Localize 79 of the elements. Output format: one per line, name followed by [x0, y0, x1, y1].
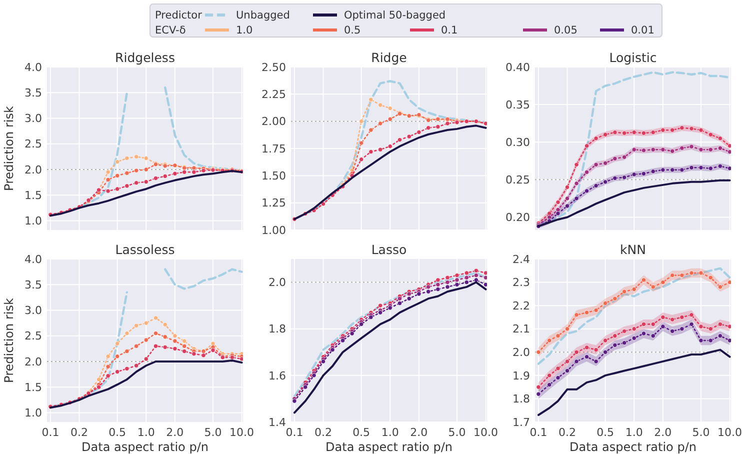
- x-tick-label: 1.0: [625, 426, 643, 439]
- x-tick-label: 0.1: [42, 426, 60, 439]
- y-tick-label: 4.0: [24, 60, 42, 74]
- y-tick-label: 3.5: [24, 278, 42, 292]
- x-tick-label: 5.0: [692, 426, 710, 439]
- y-tick-label: 2.1: [512, 322, 530, 336]
- y-tick-label: 0.25: [506, 174, 530, 187]
- x-tick-label: 0.2: [314, 426, 332, 439]
- x-tick-label: 1.0: [137, 426, 155, 439]
- chart-title: Lasso: [371, 242, 407, 257]
- x-tick-label: 10.0: [718, 426, 742, 439]
- y-tick-label: 1.8: [512, 392, 530, 406]
- y-tick-label: 2.5: [24, 330, 42, 343]
- x-tick-label: 0.2: [558, 426, 576, 439]
- legend-label: 0.01: [631, 24, 654, 37]
- legend-label: 1.0: [236, 24, 253, 37]
- x-tick-label: 0.1: [286, 426, 304, 439]
- x-axis-title: Data aspect ratio p/n: [570, 440, 696, 454]
- x-tick-label: 2.0: [654, 426, 672, 439]
- x-axis-title: Data aspect ratio p/n: [82, 440, 208, 454]
- y-tick-label: 1.7: [512, 416, 530, 429]
- x-tick-label: 1.0: [381, 426, 399, 439]
- y-tick-label: 2.50: [262, 60, 286, 74]
- legend-label: 0.5: [344, 24, 361, 37]
- y-tick-label: 1.00: [262, 224, 286, 237]
- y-tick-label: 0.30: [506, 136, 530, 149]
- x-tick-label: 2.0: [410, 426, 428, 439]
- chart-title: Logistic: [609, 50, 657, 65]
- chart-title: kNN: [620, 242, 646, 257]
- y-tick-label: 1.9: [512, 369, 530, 382]
- y-tick-label: 1.5: [24, 188, 42, 202]
- y-tick-label: 3.0: [24, 304, 42, 318]
- y-tick-label: 2.5: [24, 138, 42, 151]
- y-tick-label: 1.25: [262, 196, 286, 210]
- y-tick-label: 1.75: [262, 142, 286, 156]
- y-tick-label: 0.35: [506, 98, 530, 112]
- legend-label: 0.05: [554, 24, 578, 37]
- chart-title: Ridge: [371, 50, 408, 65]
- y-tick-label: 3.5: [24, 86, 42, 100]
- y-tick-label: 2.0: [268, 276, 286, 290]
- y-tick-label: 1.50: [262, 170, 286, 183]
- y-tick-label: 2.0: [24, 163, 42, 176]
- y-tick-label: 0.40: [506, 60, 530, 74]
- x-tick-label: 5.0: [204, 426, 222, 439]
- x-tick-label: 2.0: [166, 426, 184, 439]
- x-tick-label: 0.5: [108, 426, 126, 439]
- x-tick-label: 0.5: [596, 426, 614, 439]
- y-tick-label: 1.4: [268, 416, 286, 429]
- x-axis-title: Data aspect ratio p/n: [326, 440, 452, 454]
- y-tick-label: 1.6: [268, 369, 286, 382]
- text: ECV-δ: [155, 24, 186, 37]
- y-tick-label: 2.00: [262, 115, 286, 128]
- y-tick-label: 1.0: [24, 214, 42, 228]
- y-tick-label: 0.20: [506, 211, 530, 224]
- legend-label: 0.1: [441, 24, 458, 37]
- y-tick-label: 3.0: [24, 112, 42, 126]
- y-tick-label: 1.0: [24, 406, 42, 420]
- legend-label: Optimal 50-bagged: [344, 10, 446, 22]
- x-tick-label: 0.2: [70, 426, 88, 439]
- chart-title: Ridgeless: [115, 50, 175, 65]
- x-tick-label: 10.0: [474, 426, 498, 439]
- y-tick-label: 2.4: [512, 252, 530, 266]
- y-tick-label: 2.3: [512, 276, 530, 290]
- legend-title: Predictor: [155, 10, 203, 22]
- y-tick-label: 2.25: [262, 88, 286, 102]
- chart-title: Lassoless: [115, 242, 175, 257]
- x-tick-label: 0.5: [352, 426, 370, 439]
- x-tick-label: 0.1: [530, 426, 548, 439]
- x-tick-label: 5.0: [448, 426, 466, 439]
- y-tick-label: 1.8: [268, 322, 286, 336]
- y-tick-label: 1.5: [24, 380, 42, 394]
- y-tick-label: 2.0: [24, 355, 42, 368]
- legend-label: Unbagged: [236, 10, 290, 22]
- y-axis-title: Prediction risk: [2, 106, 16, 191]
- y-tick-label: 4.0: [24, 252, 42, 266]
- y-axis-title: Prediction risk: [2, 298, 16, 383]
- y-tick-label: 2.0: [512, 346, 530, 359]
- x-tick-label: 10.0: [230, 426, 254, 439]
- y-tick-label: 2.2: [512, 299, 530, 312]
